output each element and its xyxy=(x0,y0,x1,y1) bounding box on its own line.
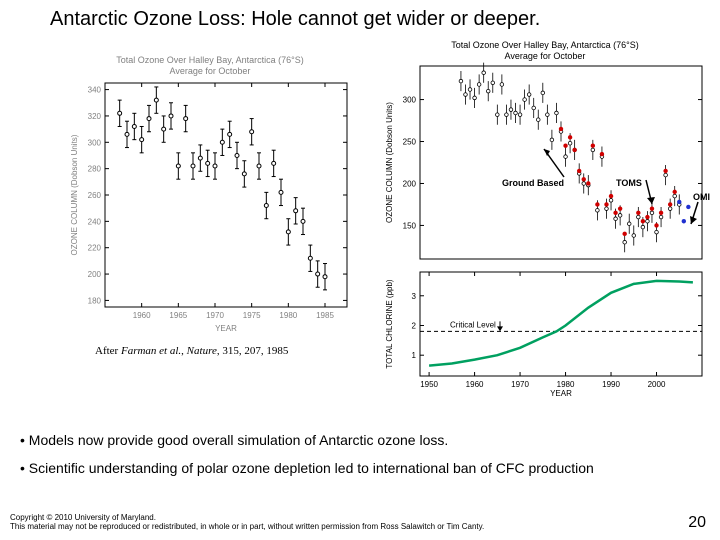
svg-text:250: 250 xyxy=(403,138,417,147)
svg-text:1970: 1970 xyxy=(206,311,224,320)
svg-text:3: 3 xyxy=(412,292,417,301)
bullet-1: • Models now provide good overall simula… xyxy=(20,432,700,448)
svg-text:1980: 1980 xyxy=(557,380,575,389)
svg-text:1960: 1960 xyxy=(133,311,151,320)
svg-text:1985: 1985 xyxy=(316,311,334,320)
copyright-line1: Copyright © 2010 University of Maryland. xyxy=(10,513,484,523)
legend-toms: TOMS xyxy=(616,178,642,188)
svg-text:YEAR: YEAR xyxy=(550,389,572,398)
svg-text:OZONE COLUMN (Dobson Units): OZONE COLUMN (Dobson Units) xyxy=(70,134,79,255)
svg-text:1965: 1965 xyxy=(169,311,187,320)
svg-text:1970: 1970 xyxy=(511,380,529,389)
slide-title: Antarctic Ozone Loss: Hole cannot get wi… xyxy=(50,8,540,31)
svg-text:OZONE COLUMN (Dobson Units): OZONE COLUMN (Dobson Units) xyxy=(385,102,394,223)
svg-text:1975: 1975 xyxy=(243,311,261,320)
svg-text:150: 150 xyxy=(403,221,417,230)
svg-text:300: 300 xyxy=(403,96,417,105)
arrow-toms-icon xyxy=(642,178,660,213)
svg-text:180: 180 xyxy=(88,296,102,305)
svg-text:320: 320 xyxy=(88,112,102,121)
bullet-2: • Scientific understanding of polar ozon… xyxy=(20,460,700,476)
citation-rest: , Nature, 315, 207, 1985 xyxy=(181,345,288,357)
svg-text:Critical Level: Critical Level xyxy=(450,320,496,329)
svg-text:300: 300 xyxy=(88,138,102,147)
svg-text:1: 1 xyxy=(412,351,417,360)
svg-text:1990: 1990 xyxy=(602,380,620,389)
svg-text:1980: 1980 xyxy=(279,311,297,320)
citation-authors: Farman et al. xyxy=(121,345,181,357)
svg-text:240: 240 xyxy=(88,217,102,226)
citation-prefix: After xyxy=(95,345,121,357)
citation: After Farman et al., Nature, 315, 207, 1… xyxy=(95,345,288,357)
svg-text:1950: 1950 xyxy=(420,380,438,389)
svg-text:200: 200 xyxy=(403,179,417,188)
arrow-ground-icon xyxy=(540,145,570,184)
copyright-line2: This material may not be reproduced or r… xyxy=(10,522,484,532)
svg-text:1960: 1960 xyxy=(466,380,484,389)
copyright: Copyright © 2010 University of Maryland.… xyxy=(10,513,484,532)
svg-text:YEAR: YEAR xyxy=(215,324,237,333)
svg-text:220: 220 xyxy=(88,244,102,253)
chart-left: Total Ozone Over Halley Bay, Antarctica … xyxy=(65,55,355,335)
svg-text:200: 200 xyxy=(88,270,102,279)
svg-text:260: 260 xyxy=(88,191,102,200)
bullet-1-text: Models now provide good overall simulati… xyxy=(29,432,448,448)
svg-text:340: 340 xyxy=(88,86,102,95)
svg-text:TOTAL CHLORINE (ppb): TOTAL CHLORINE (ppb) xyxy=(385,279,394,369)
bullet-2-text: Scientific understanding of polar ozone … xyxy=(29,460,594,476)
svg-text:2: 2 xyxy=(412,321,417,330)
arrow-omi-icon xyxy=(688,200,702,233)
chart-right-bottom: 1 2 3 1950 1960 1970 1980 1990 2000 TOTAL CHLORIN… xyxy=(380,268,710,400)
svg-text:280: 280 xyxy=(88,165,102,174)
page-number: 20 xyxy=(688,514,706,532)
svg-text:2000: 2000 xyxy=(648,380,666,389)
